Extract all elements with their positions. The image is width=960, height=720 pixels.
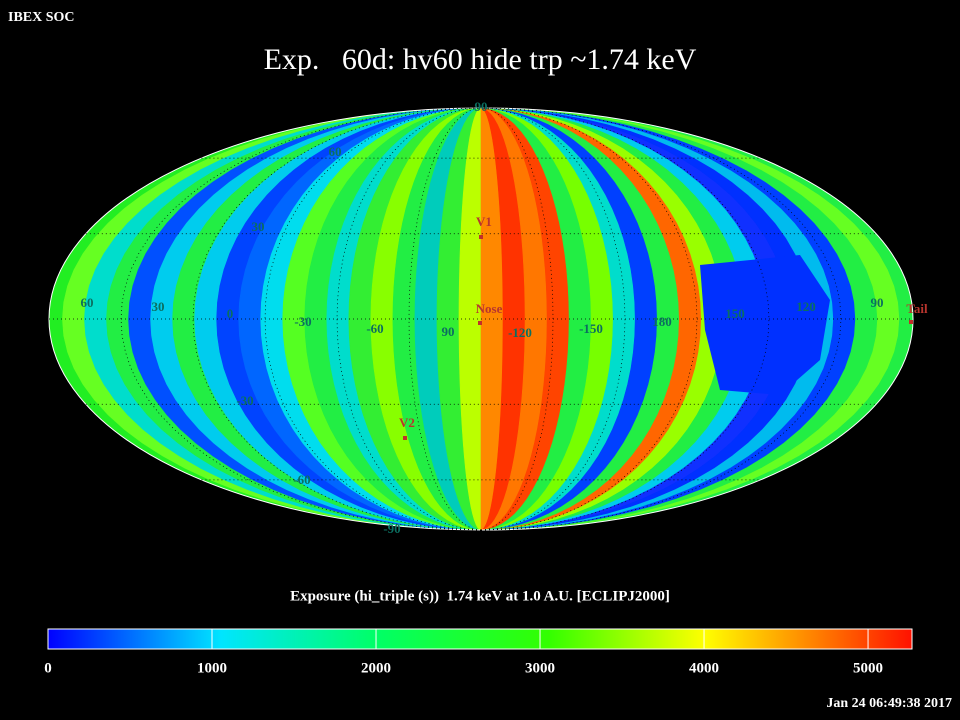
grid-label: -30 <box>236 393 253 408</box>
marker-label: V2 <box>399 415 415 430</box>
source: IBEX SOC <box>8 10 75 25</box>
grid-label: 0 <box>227 306 234 321</box>
colorbar-tick-label: 4000 <box>689 660 719 676</box>
title: Exp. 60d: hv60 hide trp ~1.74 keV <box>264 43 697 76</box>
marker-label: V1 <box>476 214 492 229</box>
grid-label: 120 <box>796 299 816 314</box>
map-patch <box>700 255 830 395</box>
colorbar-tick-label: 5000 <box>853 660 883 676</box>
grid-label: 60 <box>329 144 342 159</box>
grid-label: 90 <box>871 295 884 310</box>
marker-dot <box>403 436 407 440</box>
grid-label: 90 <box>475 99 488 114</box>
grid-label: 30 <box>152 299 165 314</box>
grid-label: -150 <box>579 321 603 336</box>
graticule <box>49 107 913 531</box>
grid-label: 180 <box>652 314 672 329</box>
marker-dot <box>478 321 482 325</box>
colorbar-tick-label: 1000 <box>197 660 227 676</box>
marker-dot <box>909 320 913 324</box>
meridian <box>264 107 482 531</box>
colorbar-ticks: 0 1000 2000 3000 4000 5000 <box>44 629 883 676</box>
grid-label: -30 <box>294 314 311 329</box>
colorbar-tick-label: 0 <box>44 660 52 676</box>
grid-label: -120 <box>508 325 532 340</box>
sky-map <box>49 108 913 530</box>
grid-label: 150 <box>725 306 745 321</box>
colorbar-label: Exposure (hi_triple (s)) 1.74 keV at 1.0… <box>290 588 670 604</box>
meridian <box>192 107 482 531</box>
colorbar-tick-label: 2000 <box>361 660 391 676</box>
meridian <box>480 107 698 531</box>
marker-label: Tail <box>906 301 928 316</box>
grid-label: -90 <box>383 521 400 536</box>
marker-label: Nose <box>476 301 503 316</box>
marker-dot <box>479 235 483 239</box>
grid-label: -60 <box>293 472 310 487</box>
grid-label: 90 <box>442 324 455 339</box>
colorbar <box>47 628 913 650</box>
meridian <box>480 107 770 531</box>
grid-label: 30 <box>252 219 265 234</box>
timestamp: Jan 24 06:49:38 2017 <box>826 696 952 711</box>
grid-label: 60 <box>81 295 94 310</box>
grid-label: -60 <box>366 321 383 336</box>
colorbar-tick-label: 3000 <box>525 660 555 676</box>
map-labels: 90 60 30 60 30 0 -30 -60 90 -120 -150 180 150 120 90 -3… <box>81 99 928 536</box>
